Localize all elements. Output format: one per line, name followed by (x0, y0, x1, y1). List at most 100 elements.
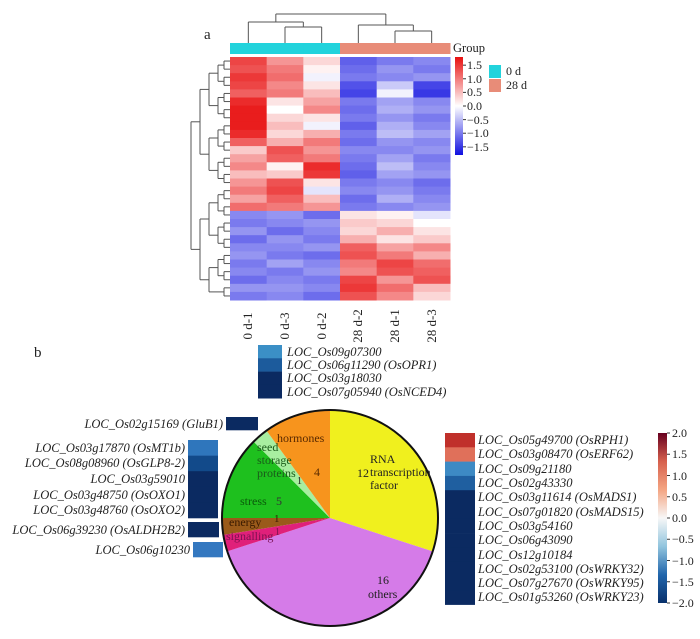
heatmap-cell (376, 113, 414, 123)
group-bar-segment (266, 43, 304, 54)
colorbar-tick-label: −0.5 (467, 112, 489, 127)
heatmap-cell (413, 259, 451, 269)
heatmap-cell (266, 89, 304, 98)
gene-heatmap-cell (445, 533, 475, 548)
heatmap-cell (266, 81, 304, 90)
gene-heatmap-cell (445, 561, 475, 577)
gene-heatmap-cell (258, 345, 282, 359)
gene-label: LOC_Os12g10184 (478, 547, 573, 562)
heatmap-cell (340, 170, 378, 179)
gene-label: LOC_Os03g54160 (478, 518, 573, 533)
heatmap-cell (266, 283, 304, 293)
heatmap-cell (413, 178, 451, 188)
heatmap-cell (376, 283, 414, 293)
heatmap-cell (413, 162, 451, 171)
pie-slice-label: others (368, 587, 398, 601)
heatmap-cell (266, 227, 304, 236)
heatmap-cell (340, 194, 378, 204)
heatmap-cell (303, 89, 341, 98)
heatmap-cell (266, 65, 304, 74)
gene-heatmap-cell (445, 490, 475, 505)
heatmap-cell (266, 178, 304, 188)
pie-slice-value: 12 (357, 466, 369, 480)
heatmap-cell (376, 194, 414, 204)
heatmap-cell (230, 97, 268, 107)
heatmap-cell (340, 291, 378, 301)
heatmap-cell (266, 275, 304, 285)
heatmap-cell (266, 219, 304, 228)
heatmap-cell (413, 186, 451, 196)
colorbar-tick-label: −0.5 (672, 532, 694, 547)
pie-slice-value: 1 (297, 476, 302, 487)
group-legend-swatch (489, 79, 501, 92)
colorbar-tick-label: 1.5 (467, 58, 482, 73)
pie-slice-value: 5 (276, 494, 282, 508)
heatmap-cell (266, 202, 304, 212)
heatmap-cell (376, 162, 414, 171)
heatmap-cell (376, 121, 414, 131)
gene-heatmap-cell (188, 486, 218, 503)
heatmap-cell (303, 146, 341, 155)
heatmap-cell (266, 259, 304, 269)
heatmap-cell (413, 57, 451, 66)
gene-label: LOC_Os09g07300 (287, 344, 382, 359)
heatmap-cell (303, 210, 341, 220)
heatmap-cell (340, 73, 378, 82)
heatmap-cell (340, 210, 378, 220)
heatmap-cell (340, 251, 378, 260)
heatmap-cell (376, 186, 414, 196)
heatmap-cell (303, 154, 341, 163)
gene-heatmap-cell (258, 371, 282, 386)
gene-heatmap-cell (445, 433, 475, 448)
heatmap-cell (340, 146, 378, 155)
heatmap-cell (376, 170, 414, 179)
heatmap-cell (340, 162, 378, 171)
heatmap-cell (340, 57, 378, 66)
heatmap-cell (340, 81, 378, 90)
gene-label: LOC_Os07g01820 (OsMADS15) (478, 504, 644, 519)
heatmap-cell (413, 170, 451, 179)
heatmap-cell (266, 162, 304, 171)
heatmap-cell (413, 65, 451, 74)
heatmap-cell (413, 227, 451, 236)
heatmap-cell (303, 235, 341, 244)
pie-slice-RNA-transcription-factor (330, 410, 439, 552)
colorbar-tick-label: 1.0 (672, 468, 687, 483)
gene-heatmap-cell (258, 358, 282, 372)
group-bar-segment (340, 43, 378, 54)
heatmap-cell (230, 267, 268, 277)
colorbar-tick-label: −1.0 (672, 553, 694, 568)
pie-slice-value: 4 (314, 465, 320, 479)
heatmap-cell (230, 291, 268, 301)
heatmap-cell (413, 251, 451, 260)
heatmap-cell (303, 243, 341, 252)
heatmap-cell (266, 129, 304, 139)
heatmap-cell (376, 219, 414, 228)
heatmap-cell (230, 283, 268, 293)
pie-slice-label: hormones (277, 431, 325, 445)
group-bar-segment (376, 43, 414, 54)
gene-label: LOC_Os06g10230 (95, 542, 190, 557)
gene-label: LOC_Os02g43330 (478, 476, 573, 491)
gene-heatmap-cell (188, 471, 218, 488)
gene-label: LOC_Os03g59010 (90, 472, 185, 486)
pie-slice-energy (222, 518, 330, 535)
heatmap-cell (340, 235, 378, 244)
heatmap-cell (303, 275, 341, 285)
heatmap-cell (413, 154, 451, 163)
heatmap-cell (266, 105, 304, 115)
heatmap-cell (303, 57, 341, 66)
heatmap-cell (376, 259, 414, 269)
pie-slice-stress (222, 441, 330, 518)
heatmap-cell (340, 243, 378, 252)
heatmap-cell (376, 73, 414, 82)
panel-label-b: b (34, 345, 42, 361)
heatmap-cell (303, 162, 341, 171)
gene-heatmap-cell (445, 547, 475, 562)
heatmap-cell (340, 154, 378, 163)
gene-label: LOC_Os03g08470 (OsERF62) (478, 447, 634, 462)
heatmap-cell (266, 291, 304, 301)
heatmap-cell (303, 194, 341, 204)
colorbar-tick-label: 0.5 (467, 85, 482, 100)
colorbar-tick-label: −1.5 (672, 574, 694, 589)
